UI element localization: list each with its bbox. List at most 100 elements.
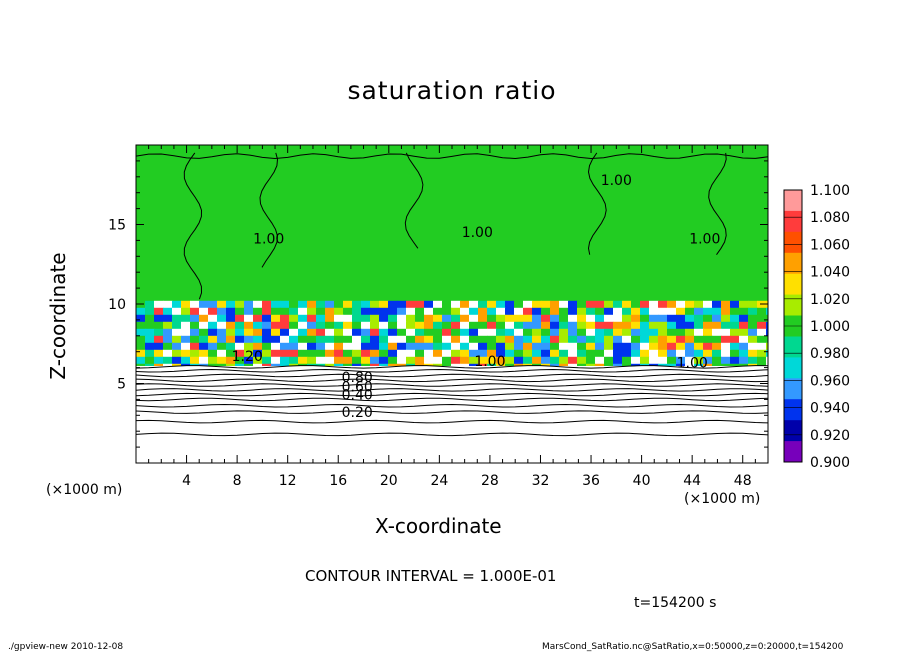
band-cell: [541, 314, 551, 323]
band-cell: [658, 321, 668, 330]
band-cell: [748, 328, 758, 337]
band-cell: [406, 328, 416, 337]
band-cell: [136, 349, 146, 358]
contour-line: [136, 403, 768, 408]
colorbar-label: 1.000: [810, 319, 850, 335]
band-cell: [577, 335, 587, 344]
band-cell: [505, 307, 515, 316]
band-cell: [721, 342, 731, 351]
band-cell: [604, 342, 614, 351]
band-cell: [739, 328, 749, 337]
band-cell: [334, 300, 344, 309]
band-cell: [352, 328, 362, 337]
band-cell: [388, 321, 398, 330]
band-cell: [343, 321, 353, 330]
band-cell: [676, 300, 686, 309]
colorbar-label: 0.920: [810, 428, 850, 444]
band-cell: [739, 335, 749, 344]
band-cell: [262, 307, 272, 316]
band-cell: [658, 307, 668, 316]
band-cell: [478, 300, 488, 309]
band-cell: [208, 335, 218, 344]
band-cell: [289, 307, 299, 316]
band-cell: [325, 328, 335, 337]
contour-line: [136, 410, 768, 414]
band-cell: [586, 300, 596, 309]
band-cell: [217, 307, 227, 316]
band-cell: [613, 349, 623, 358]
band-cell: [451, 349, 461, 358]
band-cell: [415, 335, 425, 344]
band-cell: [235, 307, 245, 316]
band-cell: [640, 342, 650, 351]
band-cell: [640, 349, 650, 358]
band-cell: [613, 328, 623, 337]
band-cell: [136, 314, 146, 323]
band-cell: [721, 314, 731, 323]
band-cell: [550, 328, 560, 337]
band-cell: [253, 314, 263, 323]
band-cell: [739, 321, 749, 330]
band-cell: [235, 342, 245, 351]
band-cell: [208, 328, 218, 337]
band-cell: [757, 342, 767, 351]
band-cell: [262, 349, 272, 358]
band-cell: [505, 356, 515, 365]
band-cell: [145, 328, 155, 337]
y-axis-label: Z-coordinate: [46, 252, 70, 380]
band-cell: [361, 349, 371, 358]
band-cell: [667, 349, 677, 358]
band-cell: [325, 314, 335, 323]
band-cell: [460, 342, 470, 351]
band-cell: [442, 314, 452, 323]
band-cell: [496, 335, 506, 344]
band-cell: [406, 356, 416, 365]
band-cell: [730, 300, 740, 309]
band-cell: [550, 349, 560, 358]
band-cell: [478, 342, 488, 351]
band-cell: [253, 349, 263, 358]
band-cell: [262, 300, 272, 309]
band-cell: [532, 314, 542, 323]
band-cell: [190, 349, 200, 358]
band-cell: [406, 300, 416, 309]
band-cell: [298, 335, 308, 344]
band-cell: [244, 300, 254, 309]
band-cell: [262, 342, 272, 351]
band-cell: [622, 307, 632, 316]
band-cell: [442, 300, 452, 309]
band-cell: [343, 356, 353, 365]
band-cell: [181, 349, 191, 358]
band-cell: [523, 349, 533, 358]
band-cell: [748, 356, 758, 365]
colorbar-swatch: [784, 336, 802, 358]
band-cell: [226, 300, 236, 309]
band-cell: [406, 321, 416, 330]
band-cell: [199, 342, 209, 351]
band-cell: [325, 307, 335, 316]
band-cell: [316, 335, 326, 344]
band-cell: [658, 356, 668, 365]
band-cell: [307, 300, 317, 309]
band-cell: [550, 335, 560, 344]
band-cell: [694, 349, 704, 358]
band-cell: [487, 349, 497, 358]
band-cell: [667, 342, 677, 351]
band-cell: [676, 328, 686, 337]
band-cell: [658, 349, 668, 358]
contour-line: [136, 368, 768, 373]
band-cell: [766, 307, 768, 316]
band-cell: [631, 300, 641, 309]
contour-label: 0.20: [342, 405, 373, 421]
band-cell: [163, 342, 173, 351]
contour-line: [136, 388, 768, 392]
colorbar-label: 0.900: [810, 455, 850, 471]
band-cell: [532, 300, 542, 309]
band-cell: [478, 335, 488, 344]
colorbar-swatch: [784, 357, 802, 379]
band-cell: [559, 307, 569, 316]
band-cell: [352, 342, 362, 351]
band-cell: [568, 349, 578, 358]
band-cell: [658, 300, 668, 309]
band-cell: [721, 321, 731, 330]
